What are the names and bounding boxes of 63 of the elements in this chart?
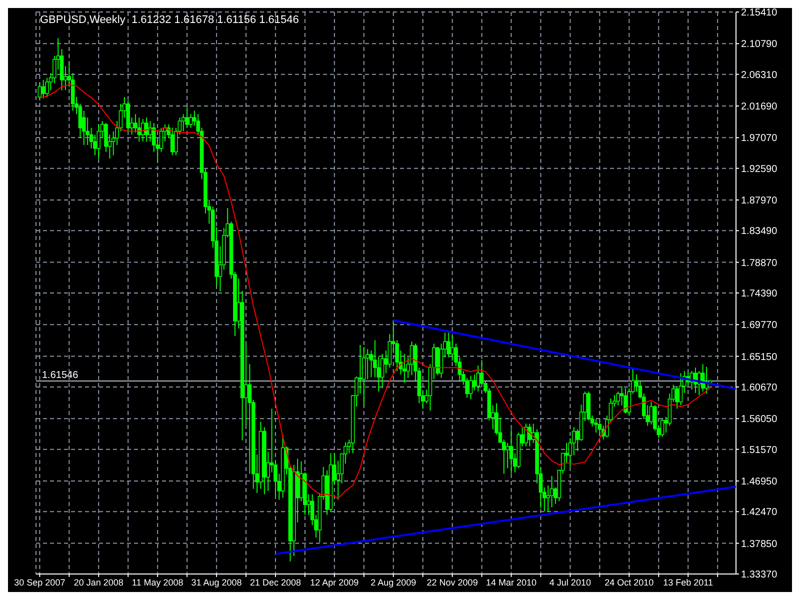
candlestick bbox=[594, 418, 598, 434]
candlestick bbox=[181, 114, 186, 132]
x-tick-label: 30 Sep 2007 bbox=[14, 577, 66, 588]
y-tick-label: 2.06310 bbox=[741, 70, 778, 81]
candlestick bbox=[660, 418, 664, 438]
candlestick bbox=[468, 375, 473, 400]
y-tick-label: 1.42470 bbox=[741, 507, 778, 518]
candlestick bbox=[170, 127, 174, 156]
candlestick bbox=[624, 388, 628, 414]
candlestick bbox=[598, 420, 602, 437]
candlestick bbox=[550, 475, 554, 508]
y-tick-label: 1.69770 bbox=[741, 320, 778, 332]
candlestick bbox=[649, 401, 654, 425]
candlestick bbox=[524, 423, 528, 447]
x-tick-label: 20 Jan 2008 bbox=[74, 577, 124, 588]
candlestick bbox=[126, 100, 130, 132]
candlestick bbox=[472, 374, 476, 391]
candlestick bbox=[402, 353, 406, 384]
x-tick-label: 22 Nov 2009 bbox=[426, 577, 478, 588]
x-tick-label: 14 Mar 2010 bbox=[486, 577, 537, 588]
candlestick bbox=[96, 124, 101, 160]
candlestick bbox=[675, 386, 679, 410]
y-tick-label: 1.78870 bbox=[741, 258, 778, 269]
y-tick-label: 1.65150 bbox=[741, 352, 778, 363]
y-tick-label: 1.46950 bbox=[741, 476, 778, 488]
y-tick-label: 1.33370 bbox=[741, 570, 778, 581]
x-tick-label: 13 Feb 2011 bbox=[663, 577, 714, 588]
candlestick bbox=[144, 117, 148, 142]
x-tick-label: 12 Apr 2009 bbox=[310, 577, 359, 588]
candlestick bbox=[188, 114, 193, 128]
y-tick-label: 2.01690 bbox=[741, 102, 778, 113]
y-tick-label: 1.56050 bbox=[741, 414, 778, 426]
y-tick-label: 1.60670 bbox=[741, 382, 778, 394]
candlestick bbox=[678, 372, 683, 406]
ref-line-label: 1.61546 bbox=[42, 370, 79, 381]
y-tick-label: 1.92590 bbox=[741, 164, 778, 175]
candlestick bbox=[45, 77, 49, 98]
candlestick bbox=[185, 106, 189, 128]
candlestick bbox=[446, 332, 451, 358]
y-tick-label: 1.51570 bbox=[741, 444, 778, 456]
y-tick-label: 1.37850 bbox=[741, 538, 778, 550]
candlestick bbox=[41, 79, 46, 99]
x-tick-label: 2 Aug 2009 bbox=[370, 577, 416, 588]
x-tick-label: 31 Aug 2008 bbox=[191, 577, 242, 588]
y-tick-label: 1.83490 bbox=[741, 226, 778, 238]
x-tick-label: 24 Oct 2010 bbox=[604, 577, 654, 588]
y-tick-label: 1.87970 bbox=[741, 196, 778, 207]
candlestick bbox=[380, 353, 384, 389]
y-tick-label: 1.97070 bbox=[741, 133, 778, 144]
candlestick bbox=[450, 336, 454, 362]
candlestick bbox=[506, 442, 510, 469]
line-series bbox=[39, 84, 711, 499]
candlestick bbox=[38, 82, 42, 101]
candlestick bbox=[362, 346, 366, 406]
chart-title: GBPUSD,Weekly 1.61232 1.61678 1.61156 1.61546 bbox=[40, 14, 299, 26]
x-tick-label: 4 Jul 2010 bbox=[549, 577, 591, 588]
x-tick-label: 11 May 2008 bbox=[132, 577, 184, 588]
candlestick bbox=[358, 344, 362, 394]
candlestick bbox=[509, 428, 514, 474]
y-tick-label: 2.10790 bbox=[741, 39, 778, 50]
x-tick-label: 21 Dec 2008 bbox=[250, 577, 301, 588]
y-tick-label: 2.15410 bbox=[741, 8, 778, 19]
y-tick-label: 1.74390 bbox=[741, 288, 778, 300]
